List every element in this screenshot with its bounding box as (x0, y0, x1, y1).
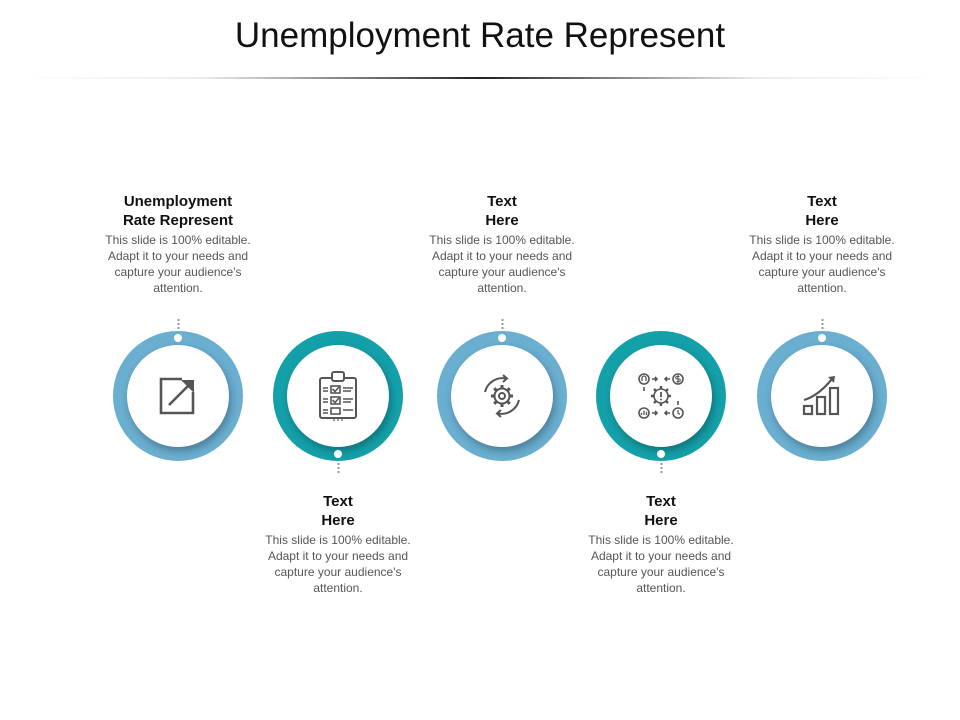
step-5-connector-dots (821, 318, 824, 330)
clipboard-checklist-icon (319, 371, 357, 421)
external-link-icon (159, 377, 195, 415)
step-1-body: This slide is 100% editable. Adapt it to… (105, 233, 251, 295)
step-3-connector-dots (501, 318, 504, 330)
step-3-heading-line1: Text (487, 193, 517, 210)
step-4-body: This slide is 100% editable. Adapt it to… (588, 533, 734, 595)
step-2-ring (273, 331, 403, 461)
step-5-ring (757, 331, 887, 461)
step-2-connector-dots (337, 462, 340, 474)
step-3-body: This slide is 100% editable. Adapt it to… (429, 233, 575, 295)
growth-chart-icon (802, 376, 840, 416)
step-5-ring-dot (818, 334, 826, 342)
step-1-ring (113, 331, 243, 461)
step-1-heading-line1: Unemployment (123, 193, 233, 210)
step-2-heading-line1: Text (323, 493, 353, 510)
step-4-ring (596, 331, 726, 461)
step-3-ring (437, 331, 567, 461)
step-3-text: Text Here This slide is 100% editable. Ad… (422, 192, 582, 296)
step-5-heading-line1: Text (807, 193, 837, 210)
step-4-connector-dots (660, 462, 663, 474)
management-gear-icon (638, 373, 684, 419)
step-4-heading-line2: Here (644, 512, 678, 529)
title-divider (20, 77, 940, 79)
step-3-ring-dot (498, 334, 506, 342)
step-4-text: Text Here This slide is 100% editable. Ad… (581, 492, 741, 596)
step-5-body: This slide is 100% editable. Adapt it to… (749, 233, 895, 295)
step-4-ring-dot (657, 450, 665, 458)
step-5-heading-line2: Here (805, 212, 839, 229)
step-4-heading-line1: Text (646, 493, 676, 510)
step-5-text: Text Here This slide is 100% editable. Ad… (742, 192, 902, 296)
step-2-ring-dot (334, 450, 342, 458)
step-1-ring-dot (174, 334, 182, 342)
step-2-text: Text Here This slide is 100% editable. Ad… (258, 492, 418, 596)
page-title: Unemployment Rate Represent (234, 16, 726, 55)
step-1-text: Unemployment Rate Represent This slide is… (98, 192, 258, 296)
step-1-connector-dots (177, 318, 180, 330)
step-1-heading-line2: Rate Represent (122, 212, 234, 229)
step-3-heading-line2: Here (485, 212, 519, 229)
gear-cycle-icon (484, 374, 520, 418)
step-2-body: This slide is 100% editable. Adapt it to… (265, 533, 411, 595)
step-2-heading-line2: Here (321, 512, 355, 529)
